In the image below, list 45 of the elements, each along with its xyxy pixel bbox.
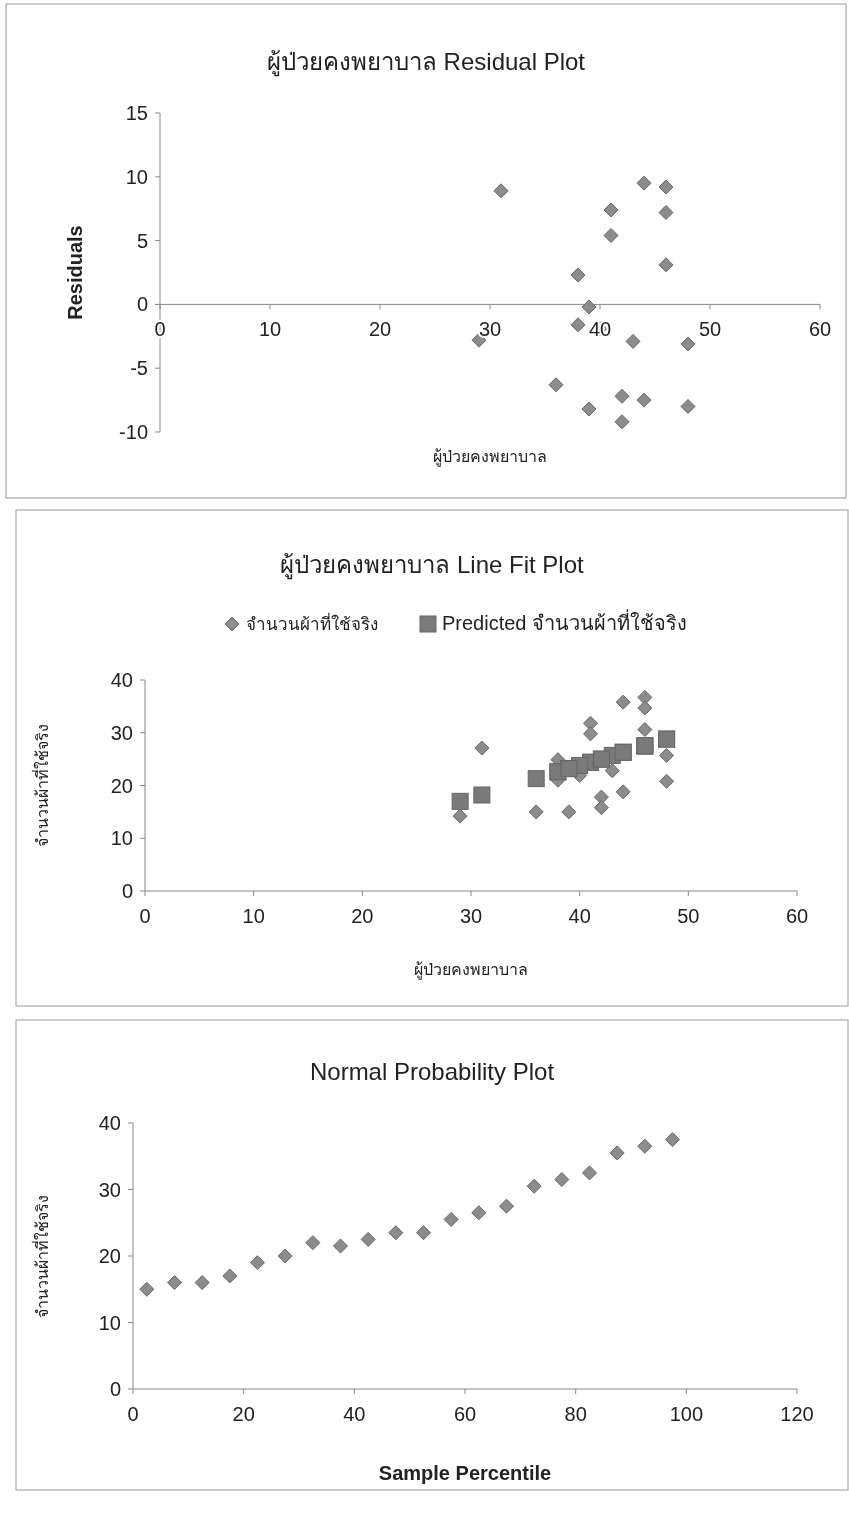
y-axis-title: จำนวนผ้าที่ใช้จริง: [31, 1194, 51, 1318]
y-axis-title: Residuals: [64, 225, 86, 320]
x-tick-label: 50: [698, 318, 722, 341]
x-tick-label: 20: [232, 1403, 255, 1425]
y-tick-label: 15: [125, 102, 148, 124]
y-axis-title: จำนวนผ้าที่ใช้จริง: [31, 724, 51, 847]
x-tick-label: 20: [351, 905, 374, 927]
x-tick-label: 60: [785, 905, 809, 927]
x-tick-label: 10: [258, 318, 282, 341]
legend-label: จำนวนผ้าที่ใช้จริง: [246, 612, 378, 634]
y-tick-label: -5: [130, 357, 148, 380]
y-tick-label: 5: [136, 229, 148, 252]
y-tick-label: 30: [110, 721, 133, 744]
y-tick-label: 0: [121, 880, 133, 902]
x-tick-label: 30: [459, 905, 483, 927]
chart-title: ผู้ป่วยคงพยาบาล Residual Plot: [266, 48, 586, 77]
y-tick-label: 40: [98, 1112, 121, 1134]
y-tick-label: 20: [110, 774, 133, 797]
y-tick-label: 20: [98, 1245, 121, 1267]
x-axis-title: Sample Percentile: [378, 1462, 552, 1484]
x-axis-title: ผู้ป่วยคงพยาบาล: [414, 961, 528, 980]
x-tick-label: 50: [677, 905, 700, 927]
y-tick-label: -10: [119, 421, 148, 443]
x-tick-label: 20: [368, 318, 392, 341]
y-tick-label: 40: [110, 669, 133, 691]
x-tick-label: 120: [780, 1403, 814, 1425]
y-tick-label: 10: [125, 165, 148, 188]
y-tick-label: 10: [98, 1311, 121, 1334]
x-tick-label: 0: [154, 318, 166, 341]
chart-title: ผู้ป่วยคงพยาบาล Line Fit Plot: [280, 551, 585, 580]
x-tick-label: 40: [343, 1403, 366, 1425]
x-tick-label: 80: [564, 1403, 587, 1425]
y-tick-label: 10: [110, 827, 133, 850]
x-axis-title: ผู้ป่วยคงพยาบาล: [433, 448, 547, 467]
x-tick-label: 40: [568, 905, 591, 927]
x-tick-label: 30: [478, 318, 502, 341]
x-tick-label: 60: [808, 318, 832, 341]
y-tick-label: 0: [136, 293, 148, 316]
chart-title: Normal Probability Plot: [309, 1058, 555, 1085]
x-tick-label: 60: [453, 1403, 477, 1425]
y-tick-label: 30: [98, 1178, 121, 1201]
y-tick-label: 0: [109, 1378, 121, 1400]
x-tick-label: 10: [242, 905, 265, 927]
x-tick-label: 100: [669, 1403, 704, 1425]
legend-label: Predicted จำนวนผ้าที่ใช้จริง: [442, 609, 688, 634]
